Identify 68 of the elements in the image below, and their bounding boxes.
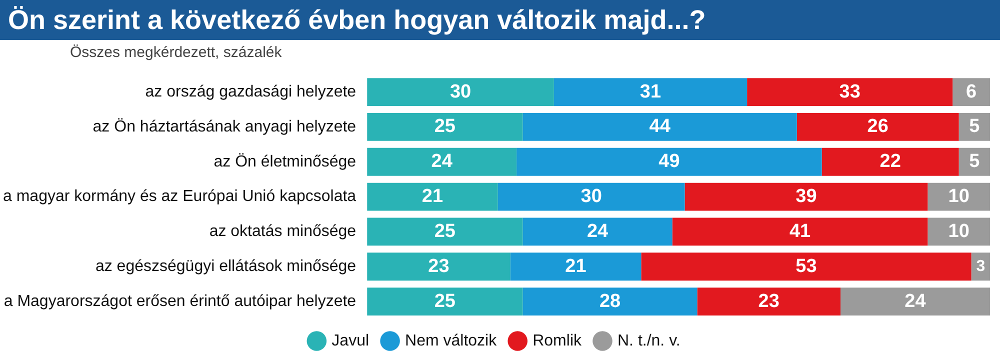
data-label: 33 xyxy=(839,81,860,102)
bar xyxy=(367,148,517,176)
data-label: 6 xyxy=(966,81,977,102)
bar xyxy=(367,182,498,211)
bar xyxy=(367,113,523,141)
bar xyxy=(796,113,959,141)
data-label: 39 xyxy=(796,186,817,208)
legend-label: N. t./n. v. xyxy=(617,332,680,350)
bar xyxy=(747,78,953,106)
data-label: 5 xyxy=(969,116,980,138)
data-label: 23 xyxy=(758,290,780,312)
data-label: 30 xyxy=(580,186,602,208)
data-label: 25 xyxy=(434,116,456,138)
bar xyxy=(952,78,990,106)
data-label: 49 xyxy=(658,151,680,172)
bar xyxy=(958,113,990,141)
data-label: 21 xyxy=(565,256,587,277)
legend-label: Nem változik xyxy=(405,332,498,350)
data-label: 3 xyxy=(976,258,986,276)
bar xyxy=(928,218,990,246)
chart-title: Ön szerint a következő évben hogyan változik majd...? xyxy=(0,0,1000,40)
bar xyxy=(641,252,972,281)
bar xyxy=(522,288,698,316)
data-label: 53 xyxy=(796,256,817,277)
data-label: 21 xyxy=(422,186,444,208)
bar xyxy=(367,218,523,246)
data-label: 10 xyxy=(948,186,970,208)
data-label: 25 xyxy=(434,290,456,312)
bar xyxy=(958,148,990,176)
data-label: 22 xyxy=(880,151,901,172)
data-label: 25 xyxy=(434,220,456,242)
bar xyxy=(840,288,990,316)
bar xyxy=(822,148,959,176)
y-tick-label: az oktatás minősége xyxy=(209,223,356,240)
data-label: 23 xyxy=(428,256,450,277)
data-label: 24 xyxy=(431,151,453,172)
bar xyxy=(697,288,840,316)
data-label: 5 xyxy=(969,151,980,172)
bar xyxy=(367,288,523,316)
y-tick-label: az ország gazdasági helyzete xyxy=(145,83,356,100)
bar xyxy=(516,148,822,176)
legend-label: Javul xyxy=(332,332,370,350)
data-label: 10 xyxy=(948,220,970,242)
bar xyxy=(928,182,990,211)
data-label: 24 xyxy=(904,290,926,312)
data-label: 26 xyxy=(867,116,888,138)
data-label: 28 xyxy=(599,290,621,312)
data-label: 44 xyxy=(649,116,671,138)
legend-label: Romlik xyxy=(532,332,582,350)
bar xyxy=(672,218,928,246)
bar xyxy=(498,182,685,211)
bar xyxy=(684,182,928,211)
bar xyxy=(554,78,748,106)
text: Összes megkérdezett, százalék xyxy=(69,43,283,62)
data-label: 31 xyxy=(640,81,662,102)
data-label: 24 xyxy=(586,220,609,242)
y-tick-label: az egészségügyi ellátások minősége xyxy=(95,258,356,276)
y-tick-label: a Magyarországot erősen érintő autóipar helyzete xyxy=(4,292,356,310)
y-tick-label: az Ön életminősége xyxy=(214,152,356,170)
y-tick-label: az Ön háztartásának anyagi helyzete xyxy=(92,117,356,136)
data-label: 41 xyxy=(789,220,811,242)
bar xyxy=(522,113,797,141)
bar xyxy=(367,78,554,106)
data-label: 30 xyxy=(450,81,472,102)
bar xyxy=(367,252,510,281)
y-tick-label: a magyar kormány és az Európai Unió kapcsolata xyxy=(3,188,356,206)
bar xyxy=(510,252,642,281)
bar xyxy=(522,218,672,246)
